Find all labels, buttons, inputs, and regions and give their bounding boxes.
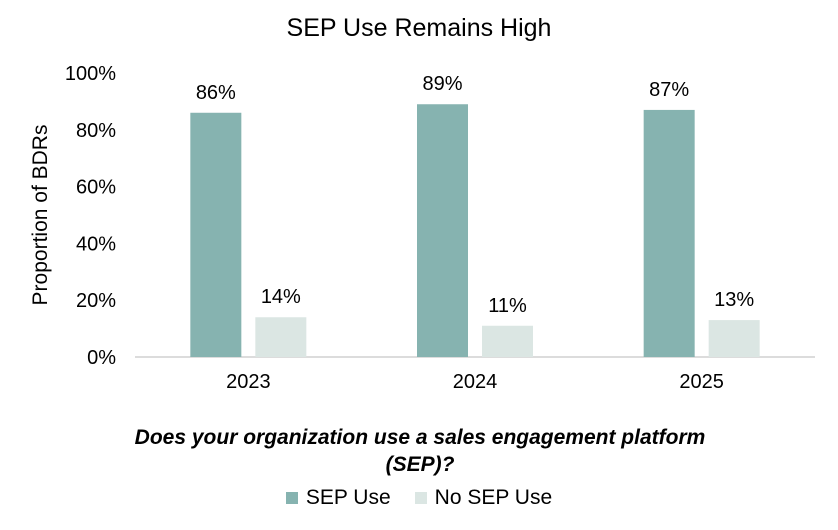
data-label: 13% bbox=[714, 289, 754, 311]
legend-label-no-sep-use: No SEP Use bbox=[434, 486, 553, 509]
data-label: 14% bbox=[261, 286, 301, 308]
bar-sep-use-2023 bbox=[190, 112, 242, 357]
bar-sep-use-2025 bbox=[643, 109, 695, 357]
bar-chart: Proportion of BDRs 0% 20% 40% 60% 80% 100% 86… bbox=[29, 63, 815, 393]
legend-swatch-sep-use bbox=[285, 492, 298, 504]
bar-no-sep-use-2024 bbox=[482, 325, 533, 357]
x-tick-label: 2025 bbox=[679, 371, 724, 393]
x-axis-label: Does your organization use a sales engag… bbox=[134, 426, 706, 476]
data-label: 86% bbox=[196, 82, 236, 104]
legend: SEP Use No SEP Use bbox=[0, 486, 838, 510]
bar-no-sep-use-2023 bbox=[255, 317, 307, 357]
y-tick-label: 60% bbox=[76, 177, 116, 199]
bars: 86% 14% 89% 11% 87% 13% bbox=[190, 73, 760, 358]
chart-title: SEP Use Remains High bbox=[286, 14, 552, 42]
data-label: 89% bbox=[422, 73, 462, 95]
y-tick-label: 100% bbox=[65, 63, 116, 85]
legend-item-sep-use: SEP Use bbox=[285, 486, 391, 510]
y-tick-label: 80% bbox=[76, 120, 116, 142]
y-tick-label: 40% bbox=[76, 233, 116, 255]
bar-no-sep-use-2025 bbox=[708, 320, 760, 357]
y-axis-ticks: 0% 20% 40% 60% 80% 100% bbox=[65, 63, 116, 369]
y-tick-label: 20% bbox=[76, 290, 116, 312]
legend-item-no-sep-use: No SEP Use bbox=[414, 486, 553, 510]
y-tick-label: 0% bbox=[87, 347, 116, 369]
legend-label-sep-use: SEP Use bbox=[305, 486, 391, 509]
y-axis-label: Proportion of BDRs bbox=[29, 125, 52, 306]
data-label: 11% bbox=[488, 295, 527, 317]
bar-sep-use-2024 bbox=[417, 104, 468, 358]
x-tick-label: 2024 bbox=[453, 371, 498, 393]
data-label: 87% bbox=[649, 79, 689, 101]
x-axis-ticks: 2023 2024 2025 bbox=[226, 371, 724, 393]
legend-swatch-no-sep-use bbox=[414, 492, 427, 504]
x-tick-label: 2023 bbox=[226, 371, 271, 393]
